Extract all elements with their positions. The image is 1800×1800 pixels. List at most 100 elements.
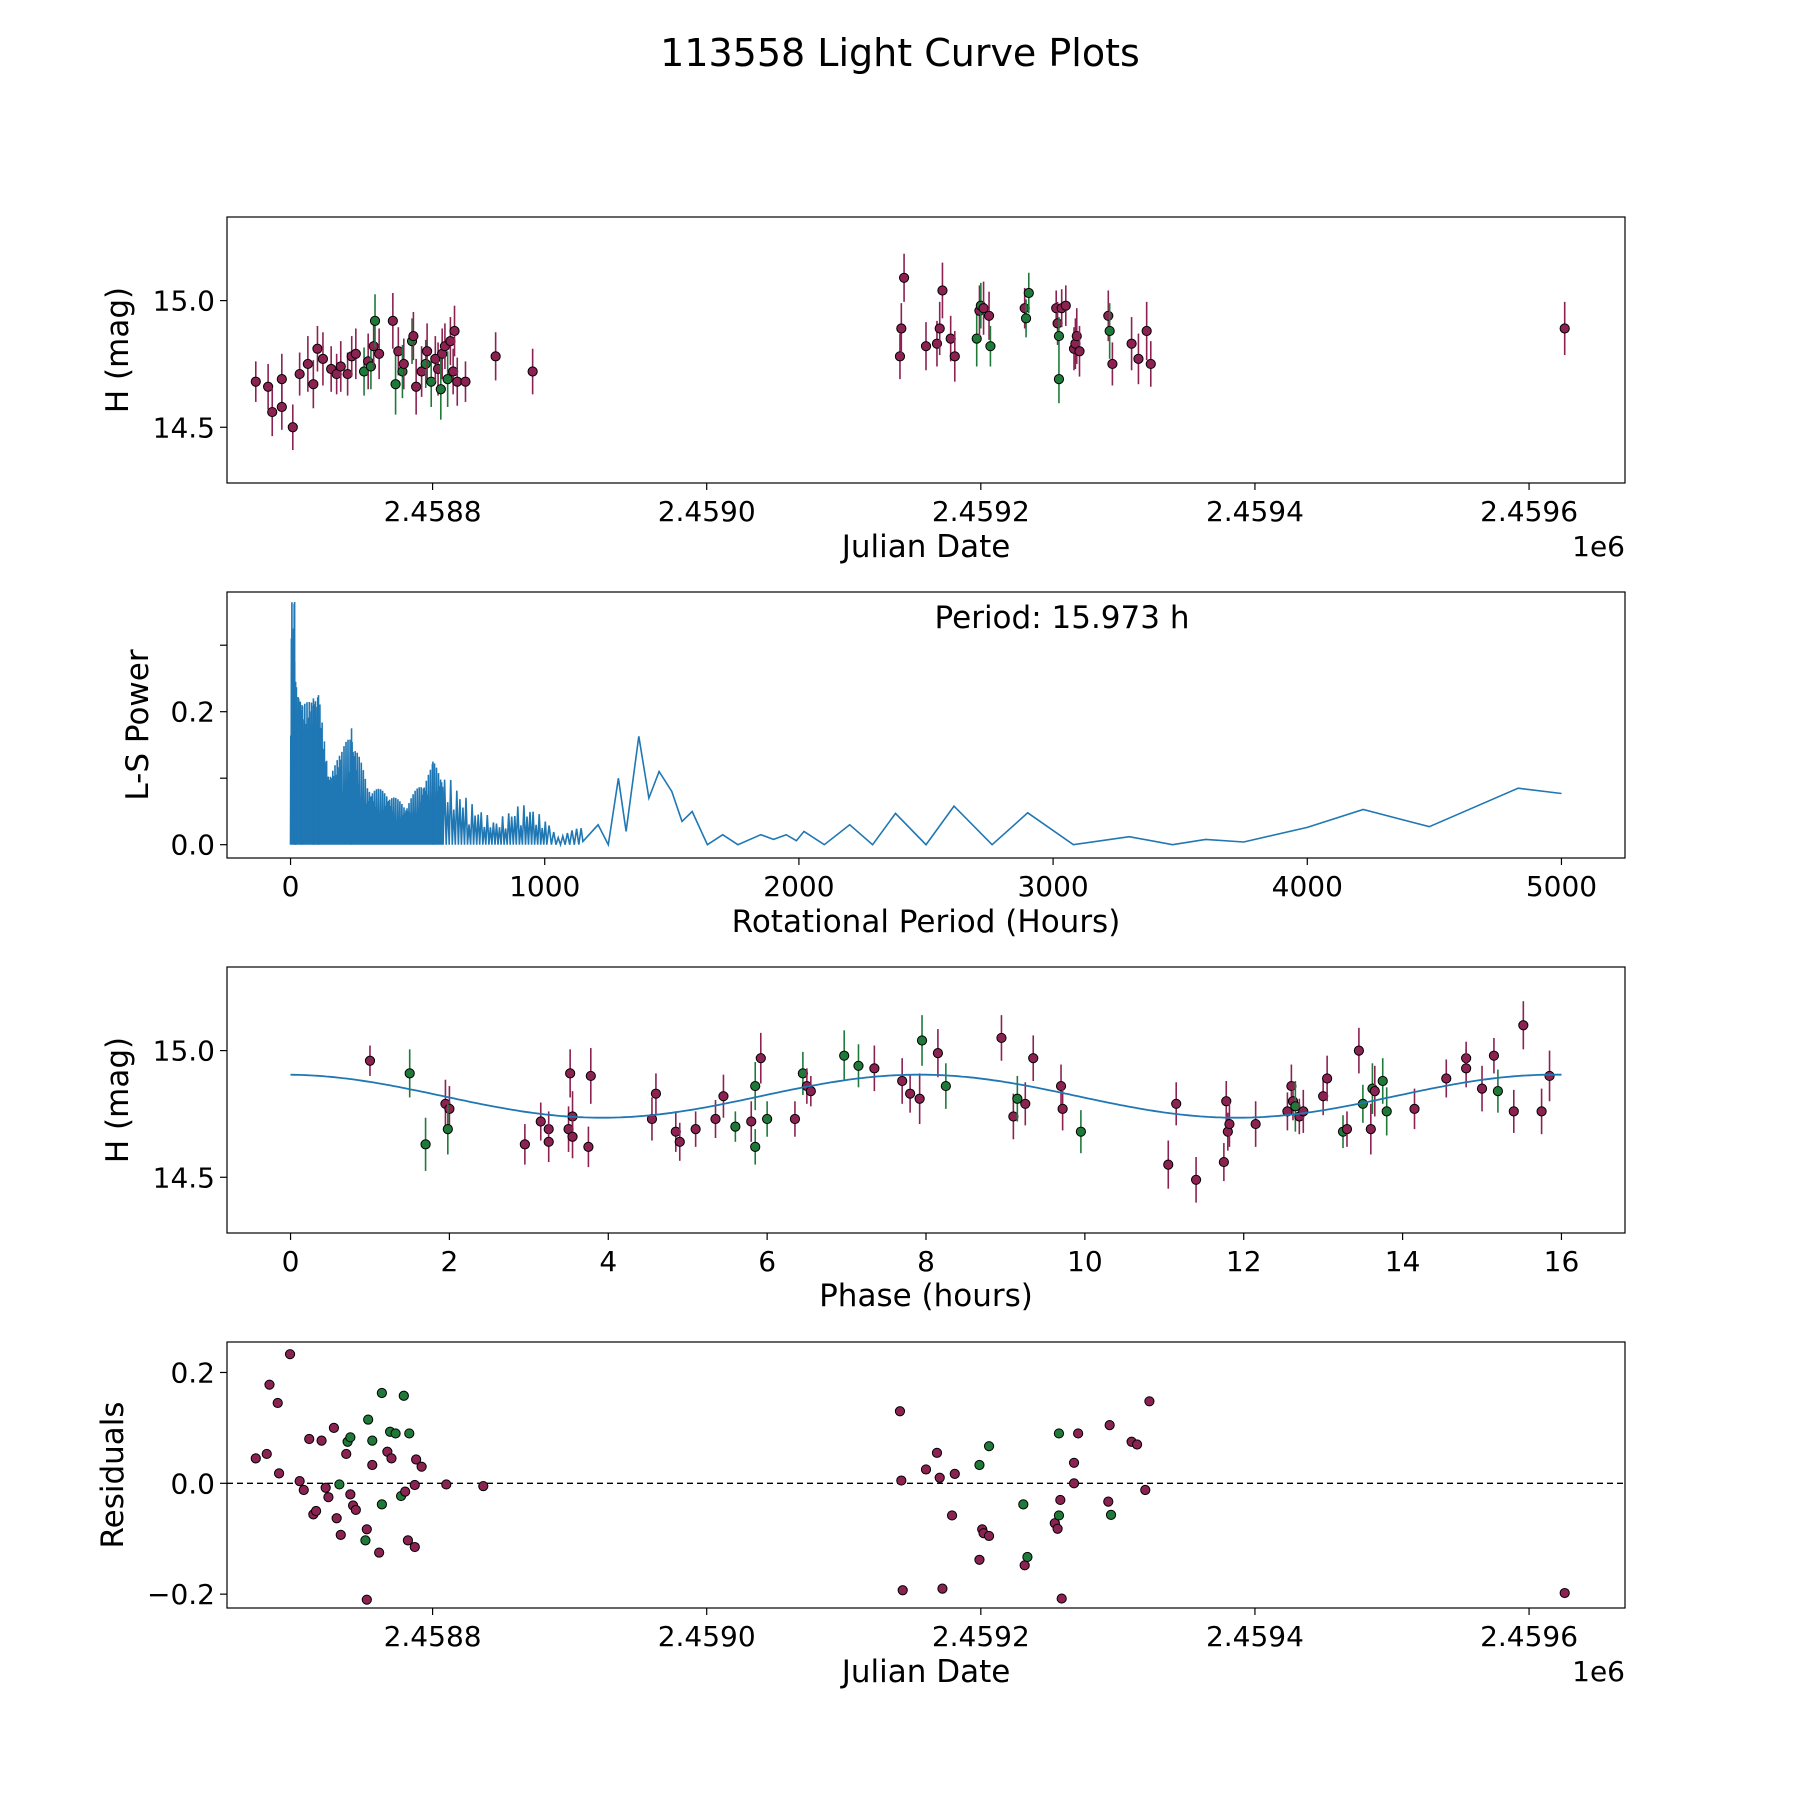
- data-point: [250, 376, 261, 387]
- data-point: [1518, 1020, 1529, 1031]
- data-point: [940, 1080, 951, 1092]
- data-point: [805, 1086, 816, 1097]
- data-point: [762, 1113, 773, 1125]
- residual-point: [1018, 1499, 1029, 1510]
- data-point: [718, 1091, 729, 1102]
- data-point: [364, 1055, 376, 1066]
- residuals|3-xtick-label: 2.4590: [658, 1620, 756, 1653]
- data-point: [317, 353, 329, 364]
- residual-point: [1104, 1420, 1115, 1431]
- residual-point: [1022, 1551, 1033, 1563]
- residual-point: [367, 1435, 378, 1446]
- data-point: [527, 366, 538, 377]
- data-point: [898, 272, 910, 283]
- residuals-xlabel: Julian Date: [840, 1654, 1011, 1690]
- data-point: [914, 1093, 925, 1104]
- data-point: [387, 315, 398, 326]
- residuals|3-xtick-label: 2.4588: [384, 1620, 482, 1653]
- residual-point: [402, 1535, 414, 1546]
- data-point: [420, 1139, 431, 1150]
- data-point: [276, 374, 287, 385]
- data-point: [444, 1103, 455, 1114]
- data-point: [1218, 1156, 1229, 1168]
- residuals-x-offset: 1e6: [1572, 1655, 1625, 1688]
- data-point: [420, 358, 431, 370]
- residual-point: [894, 1406, 906, 1417]
- residual-point: [398, 1390, 409, 1401]
- residual-point: [345, 1489, 356, 1500]
- data-point: [1012, 1093, 1023, 1104]
- phased|2-xtick-label: 0: [282, 1245, 300, 1278]
- residual-point: [1055, 1494, 1066, 1506]
- residual-point: [350, 1504, 361, 1516]
- light-curve-x-offset: 1e6: [1572, 530, 1625, 563]
- data-point: [1023, 287, 1034, 299]
- residual-point: [416, 1461, 427, 1472]
- data-point: [1224, 1118, 1235, 1130]
- phased|2-xtick-label: 10: [1067, 1245, 1103, 1278]
- data-point: [920, 341, 932, 352]
- light-curve|0-xtick-label: 2.4588: [384, 495, 482, 528]
- periodogram|1-ytick-label: 0.0: [170, 829, 215, 862]
- figure-title: 113558 Light Curve Plots: [660, 31, 1140, 75]
- data-point: [674, 1136, 685, 1147]
- data-point: [1053, 374, 1065, 385]
- residual-point: [411, 1454, 422, 1465]
- residual-point: [360, 1535, 371, 1546]
- residual-point: [250, 1453, 261, 1464]
- residuals|3-xtick-label: 2.4592: [932, 1620, 1030, 1653]
- residual-point: [974, 1459, 985, 1471]
- data-point: [750, 1080, 761, 1092]
- residual-point: [983, 1441, 995, 1452]
- residual-point: [478, 1480, 489, 1492]
- residual-point: [261, 1448, 272, 1460]
- data-point: [1020, 1098, 1031, 1109]
- periodogram-ylabel: L-S Power: [120, 649, 156, 800]
- residual-point: [323, 1492, 334, 1503]
- phased-light-curve-panel: 0 2 4 6 8 10 12 14 16 14.5 15.0 Phase (hours) H (m…: [100, 966, 1626, 1314]
- residual-point: [409, 1479, 420, 1491]
- residual-point: [1068, 1478, 1080, 1489]
- data-point: [1476, 1083, 1488, 1094]
- data-point: [853, 1060, 864, 1071]
- data-point: [650, 1088, 662, 1099]
- data-point: [276, 401, 287, 413]
- data-point: [1381, 1106, 1392, 1117]
- phased|2-xtick-label: 14: [1385, 1245, 1421, 1278]
- data-point: [448, 366, 459, 377]
- residual-point: [400, 1486, 411, 1497]
- residual-point: [374, 1547, 385, 1558]
- residuals|3-xtick-label: 2.4596: [1480, 1620, 1578, 1653]
- data-point: [971, 333, 982, 344]
- data-point: [519, 1139, 530, 1150]
- data-point: [1250, 1118, 1261, 1130]
- data-point: [1365, 1124, 1376, 1135]
- data-point: [565, 1068, 576, 1079]
- data-point: [442, 374, 453, 385]
- phased|2-xtick-label: 6: [758, 1245, 776, 1278]
- periodogram-xlabel: Rotational Period (Hours): [732, 904, 1121, 940]
- data-point: [1377, 1075, 1388, 1087]
- residual-point: [983, 1530, 995, 1542]
- data-point: [746, 1116, 757, 1127]
- data-point: [1322, 1073, 1333, 1084]
- light-curve|0-xtick-label: 2.4590: [658, 495, 756, 528]
- residual-point: [361, 1594, 372, 1605]
- light-curve|0-xtick-label: 2.4594: [1206, 495, 1304, 528]
- data-point: [442, 1124, 453, 1135]
- data-point: [408, 330, 419, 342]
- residual-point: [949, 1468, 960, 1479]
- phased|2-xtick-label: 4: [599, 1245, 617, 1278]
- light-curve|0-xtick-label: 2.4592: [932, 495, 1030, 528]
- light-curve|0-xtick-label: 2.4596: [1480, 495, 1578, 528]
- data-point: [1060, 300, 1071, 311]
- data-point: [1020, 313, 1032, 324]
- data-point: [390, 379, 401, 390]
- residual-point: [298, 1484, 309, 1496]
- residual-point: [334, 1479, 345, 1490]
- data-point: [398, 358, 409, 370]
- residuals-ylabel: Residuals: [95, 1401, 131, 1548]
- residual-point: [1056, 1593, 1067, 1604]
- data-point: [567, 1131, 578, 1142]
- residual-point: [294, 1475, 305, 1487]
